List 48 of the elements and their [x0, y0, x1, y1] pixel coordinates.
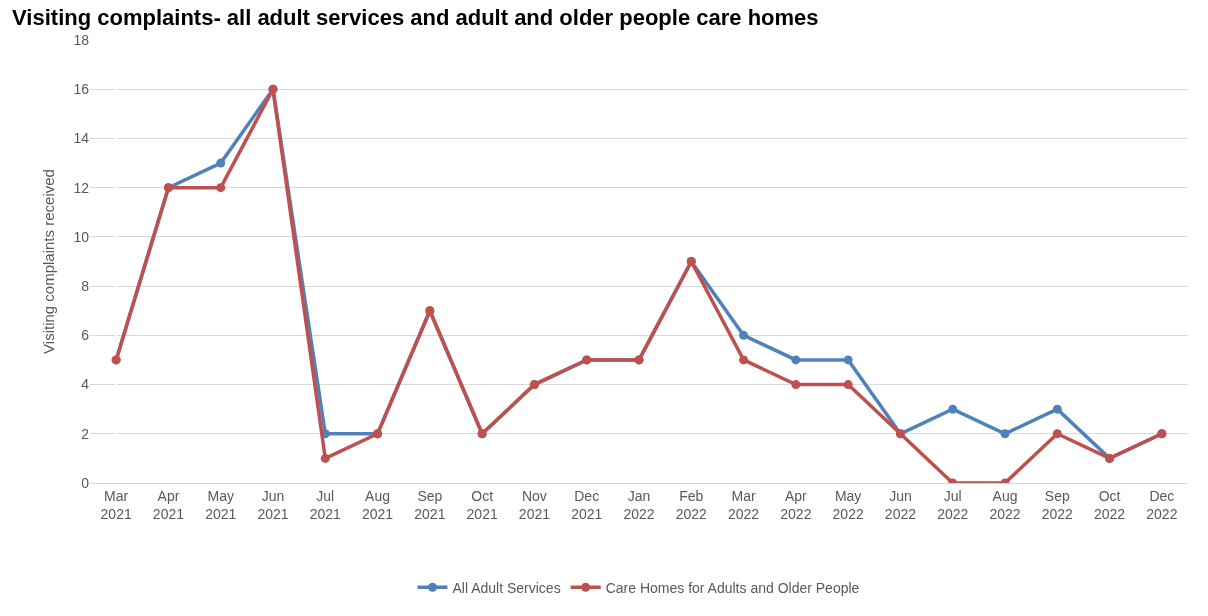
- y-tick-label: 4: [81, 376, 90, 393]
- x-tick-label: Jun 2022: [884, 487, 917, 522]
- legend-label: Care Homes for Adults and Older People: [605, 579, 860, 596]
- x-tick-label: Sep 2022: [1041, 487, 1074, 522]
- x-tick-label: Jun 2021: [257, 487, 289, 522]
- point: [216, 183, 226, 193]
- x-tick-label: May 2021: [205, 487, 237, 522]
- y-tick-label: 8: [81, 278, 90, 295]
- x-tick-label: Jul 2021: [309, 487, 342, 522]
- y-tick-label: 6: [81, 327, 90, 344]
- x-tick-label: Mar 2022: [727, 487, 760, 522]
- point: [791, 380, 801, 390]
- x-tick-label: Dec 2022: [1146, 487, 1178, 522]
- x-tick-label: Oct 2021: [466, 487, 498, 522]
- x-tick-label: Apr 2021: [152, 487, 185, 522]
- x-tick-label: May 2022: [832, 487, 864, 522]
- point: [739, 330, 749, 340]
- y-tick-label: 14: [73, 130, 90, 147]
- point: [843, 355, 853, 365]
- x-tick-label: Jan 2022: [623, 487, 655, 522]
- x-tick-label: Oct 2022: [1093, 487, 1126, 522]
- y-tick-label: 0: [81, 474, 90, 491]
- point: [843, 380, 853, 390]
- point: [216, 158, 226, 168]
- x-tick-label: Feb 2022: [675, 487, 708, 522]
- point: [791, 355, 801, 365]
- y-tick-label: 12: [73, 179, 90, 196]
- y-tick-label: 2: [81, 425, 90, 442]
- y-tick-label: 10: [73, 228, 90, 245]
- chart-title: Visiting complaints- all adult services and adult and older people care homes: [12, 4, 819, 30]
- point: [739, 355, 749, 365]
- legend-label: All Adult Services: [452, 579, 561, 596]
- x-tick-label: Jul 2022: [937, 487, 969, 522]
- x-tick-label: Sep 2021: [414, 487, 446, 522]
- x-tick-label: Aug 2022: [989, 487, 1021, 522]
- x-tick-label: Mar 2021: [100, 487, 132, 522]
- point: [1052, 404, 1062, 414]
- point: [320, 453, 330, 463]
- y-tick-label: 16: [73, 81, 90, 98]
- point: [1052, 429, 1062, 439]
- x-tick-label: Apr 2022: [780, 487, 812, 522]
- y-axis-title: Visiting complaints received: [39, 169, 57, 354]
- x-tick-label: Nov 2021: [518, 487, 551, 522]
- point: [948, 404, 958, 414]
- point: [1000, 429, 1010, 439]
- y-tick-label: 18: [73, 31, 90, 48]
- x-tick-label: Dec 2021: [571, 487, 603, 522]
- x-tick-label: Aug 2021: [361, 487, 394, 522]
